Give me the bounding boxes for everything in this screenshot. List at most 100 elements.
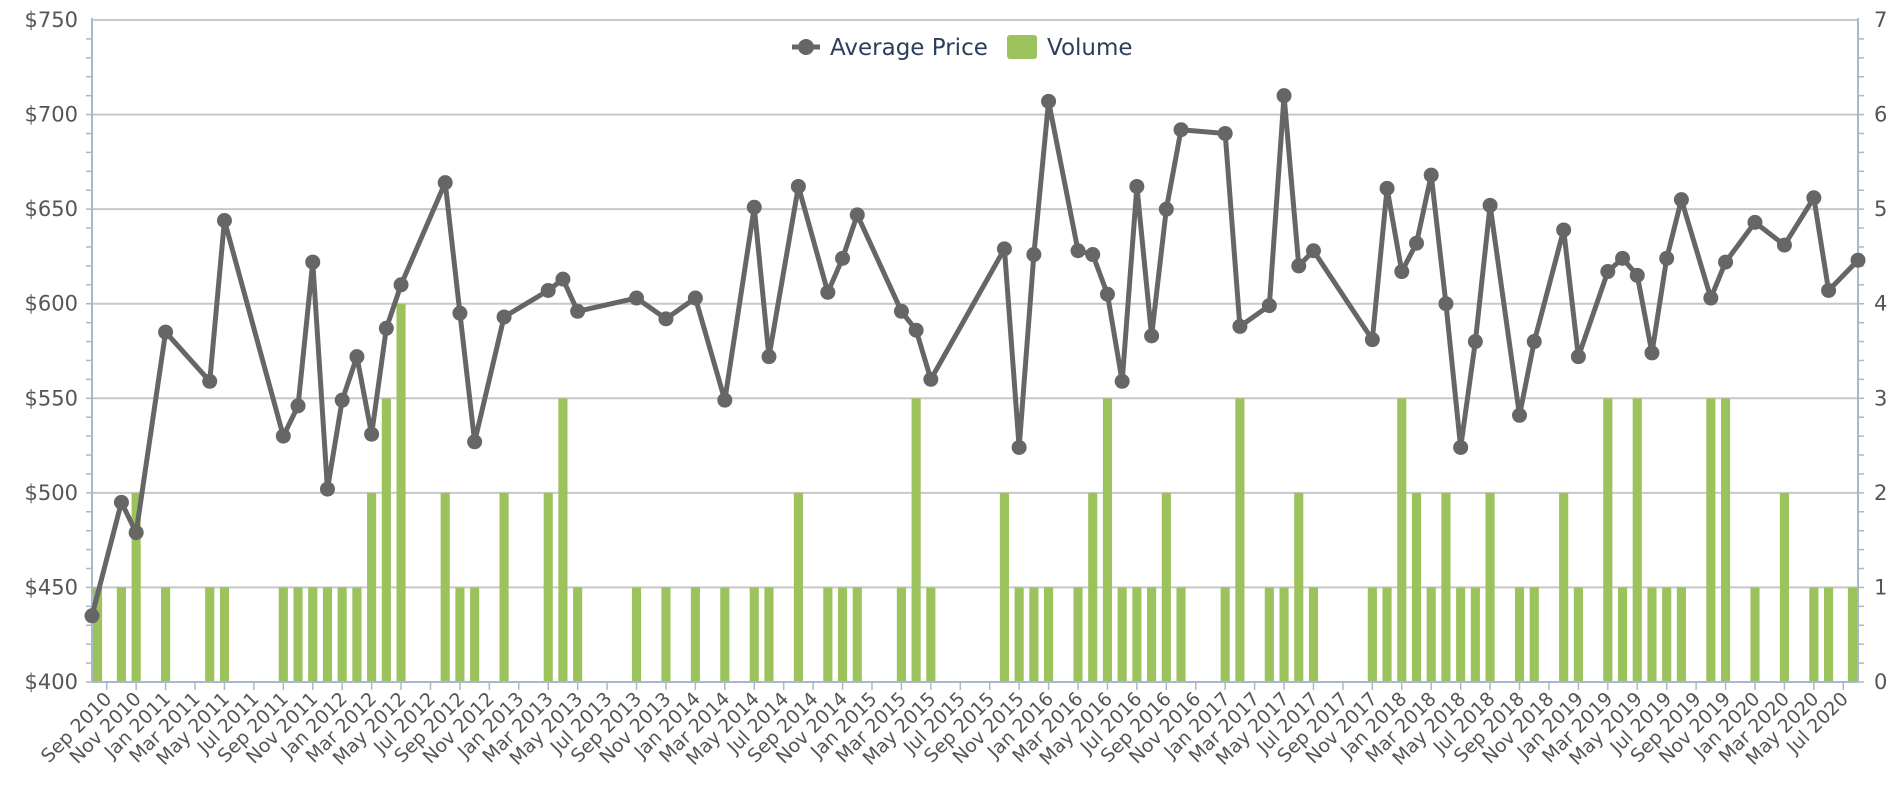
average-price-point[interactable] [923, 371, 939, 387]
average-price-point[interactable] [496, 309, 512, 325]
average-price-point[interactable] [849, 207, 865, 223]
volume-bar[interactable] [455, 587, 465, 682]
volume-bar[interactable] [116, 587, 126, 682]
volume-bar[interactable] [1014, 587, 1024, 682]
volume-bar[interactable] [1073, 587, 1083, 682]
volume-bar[interactable] [1676, 587, 1686, 682]
average-price-point[interactable] [1114, 373, 1130, 389]
average-price-point[interactable] [1394, 264, 1410, 280]
volume-bar[interactable] [720, 587, 730, 682]
average-price-point[interactable] [1659, 250, 1675, 266]
average-price-point[interactable] [1806, 190, 1822, 206]
volume-bar[interactable] [1617, 587, 1628, 682]
volume-bar[interactable] [131, 492, 141, 682]
volume-bar[interactable] [661, 587, 671, 682]
volume-bar[interactable] [1088, 492, 1098, 682]
average-price-point[interactable] [1099, 286, 1115, 302]
volume-bar[interactable] [764, 587, 774, 682]
volume-bar[interactable] [1456, 587, 1466, 682]
volume-bar[interactable] [1367, 587, 1377, 682]
volume-bar[interactable] [558, 398, 568, 682]
average-price-point[interactable] [1512, 407, 1528, 423]
average-price-point[interactable] [378, 320, 394, 336]
average-price-point[interactable] [1158, 201, 1174, 217]
volume-bar[interactable] [1809, 587, 1819, 682]
average-price-point[interactable] [319, 481, 335, 497]
volume-bar[interactable] [1294, 492, 1304, 682]
average-price-point[interactable] [1467, 334, 1483, 350]
volume-bar[interactable] [1470, 587, 1480, 682]
average-price-point[interactable] [158, 324, 174, 340]
average-price-point[interactable] [1085, 247, 1101, 263]
volume-bar[interactable] [1750, 587, 1760, 682]
average-price-point[interactable] [540, 282, 556, 298]
volume-bar[interactable] [749, 587, 759, 682]
volume-bar[interactable] [1411, 492, 1422, 682]
volume-bar[interactable] [367, 492, 377, 682]
volume-bar[interactable] [1161, 492, 1171, 682]
average-price-point[interactable] [761, 349, 777, 365]
average-price-point[interactable] [1070, 243, 1086, 259]
average-price-point[interactable] [1026, 247, 1042, 263]
average-price-point[interactable] [1673, 192, 1689, 208]
average-price-point[interactable] [1011, 439, 1027, 455]
volume-bar[interactable] [896, 587, 906, 682]
average-price-point[interactable] [349, 349, 365, 365]
average-price-point[interactable] [1556, 222, 1572, 238]
volume-bar[interactable] [1573, 587, 1583, 682]
volume-bar[interactable] [1485, 492, 1495, 682]
average-price-point[interactable] [570, 303, 586, 319]
average-price-point[interactable] [1379, 180, 1395, 196]
volume-bar[interactable] [1029, 587, 1039, 682]
volume-bar[interactable] [219, 587, 230, 682]
average-price-point[interactable] [1850, 252, 1866, 268]
volume-bar[interactable] [1720, 398, 1731, 682]
average-price-point[interactable] [746, 199, 762, 215]
volume-bar[interactable] [1279, 587, 1289, 682]
volume-bar[interactable] [352, 587, 362, 682]
average-price-point[interactable] [1629, 267, 1645, 283]
average-price-point[interactable] [1644, 345, 1660, 361]
volume-bar[interactable] [1176, 587, 1186, 682]
volume-bar[interactable] [381, 398, 391, 682]
volume-bar[interactable] [1441, 492, 1451, 682]
average-price-point[interactable] [1453, 439, 1469, 455]
volume-bar[interactable] [926, 587, 936, 682]
volume-bar[interactable] [470, 587, 480, 682]
volume-bar[interactable] [93, 587, 103, 682]
volume-bar[interactable] [1824, 587, 1834, 682]
average-price-point[interactable] [555, 271, 571, 287]
volume-bar[interactable] [1382, 587, 1392, 682]
average-price-point[interactable] [216, 212, 232, 228]
legend-item-volume[interactable]: Volume [1007, 35, 1133, 61]
volume-bar[interactable] [499, 492, 509, 682]
average-price-point[interactable] [658, 311, 674, 327]
average-price-point[interactable] [1291, 258, 1307, 274]
volume-bar[interactable] [1779, 492, 1789, 682]
average-price-point[interactable] [1600, 264, 1616, 280]
average-price-point[interactable] [1261, 298, 1277, 314]
average-price-point[interactable] [717, 392, 733, 408]
average-price-point[interactable] [1364, 332, 1380, 348]
average-price-point[interactable] [1041, 93, 1057, 109]
volume-bar[interactable] [1603, 398, 1613, 682]
volume-bar[interactable] [823, 587, 833, 682]
volume-bar[interactable] [573, 587, 583, 682]
average-price-point[interactable] [996, 241, 1012, 257]
average-price-point[interactable] [1747, 214, 1763, 230]
average-price-point[interactable] [1526, 334, 1542, 350]
volume-bar[interactable] [793, 492, 803, 682]
average-price-point[interactable] [1144, 328, 1160, 344]
volume-bar[interactable] [308, 587, 318, 682]
average-price-point[interactable] [790, 178, 806, 194]
average-price-point[interactable] [364, 426, 380, 442]
average-price-point[interactable] [437, 175, 453, 191]
average-price-point[interactable] [393, 277, 409, 293]
average-price-point[interactable] [1615, 250, 1631, 266]
volume-bar[interactable] [1147, 587, 1157, 682]
volume-bar[interactable] [1632, 398, 1642, 682]
average-price-point[interactable] [835, 250, 851, 266]
average-price-point[interactable] [1438, 296, 1454, 312]
average-price-point[interactable] [893, 303, 909, 319]
volume-bar[interactable] [837, 587, 848, 682]
